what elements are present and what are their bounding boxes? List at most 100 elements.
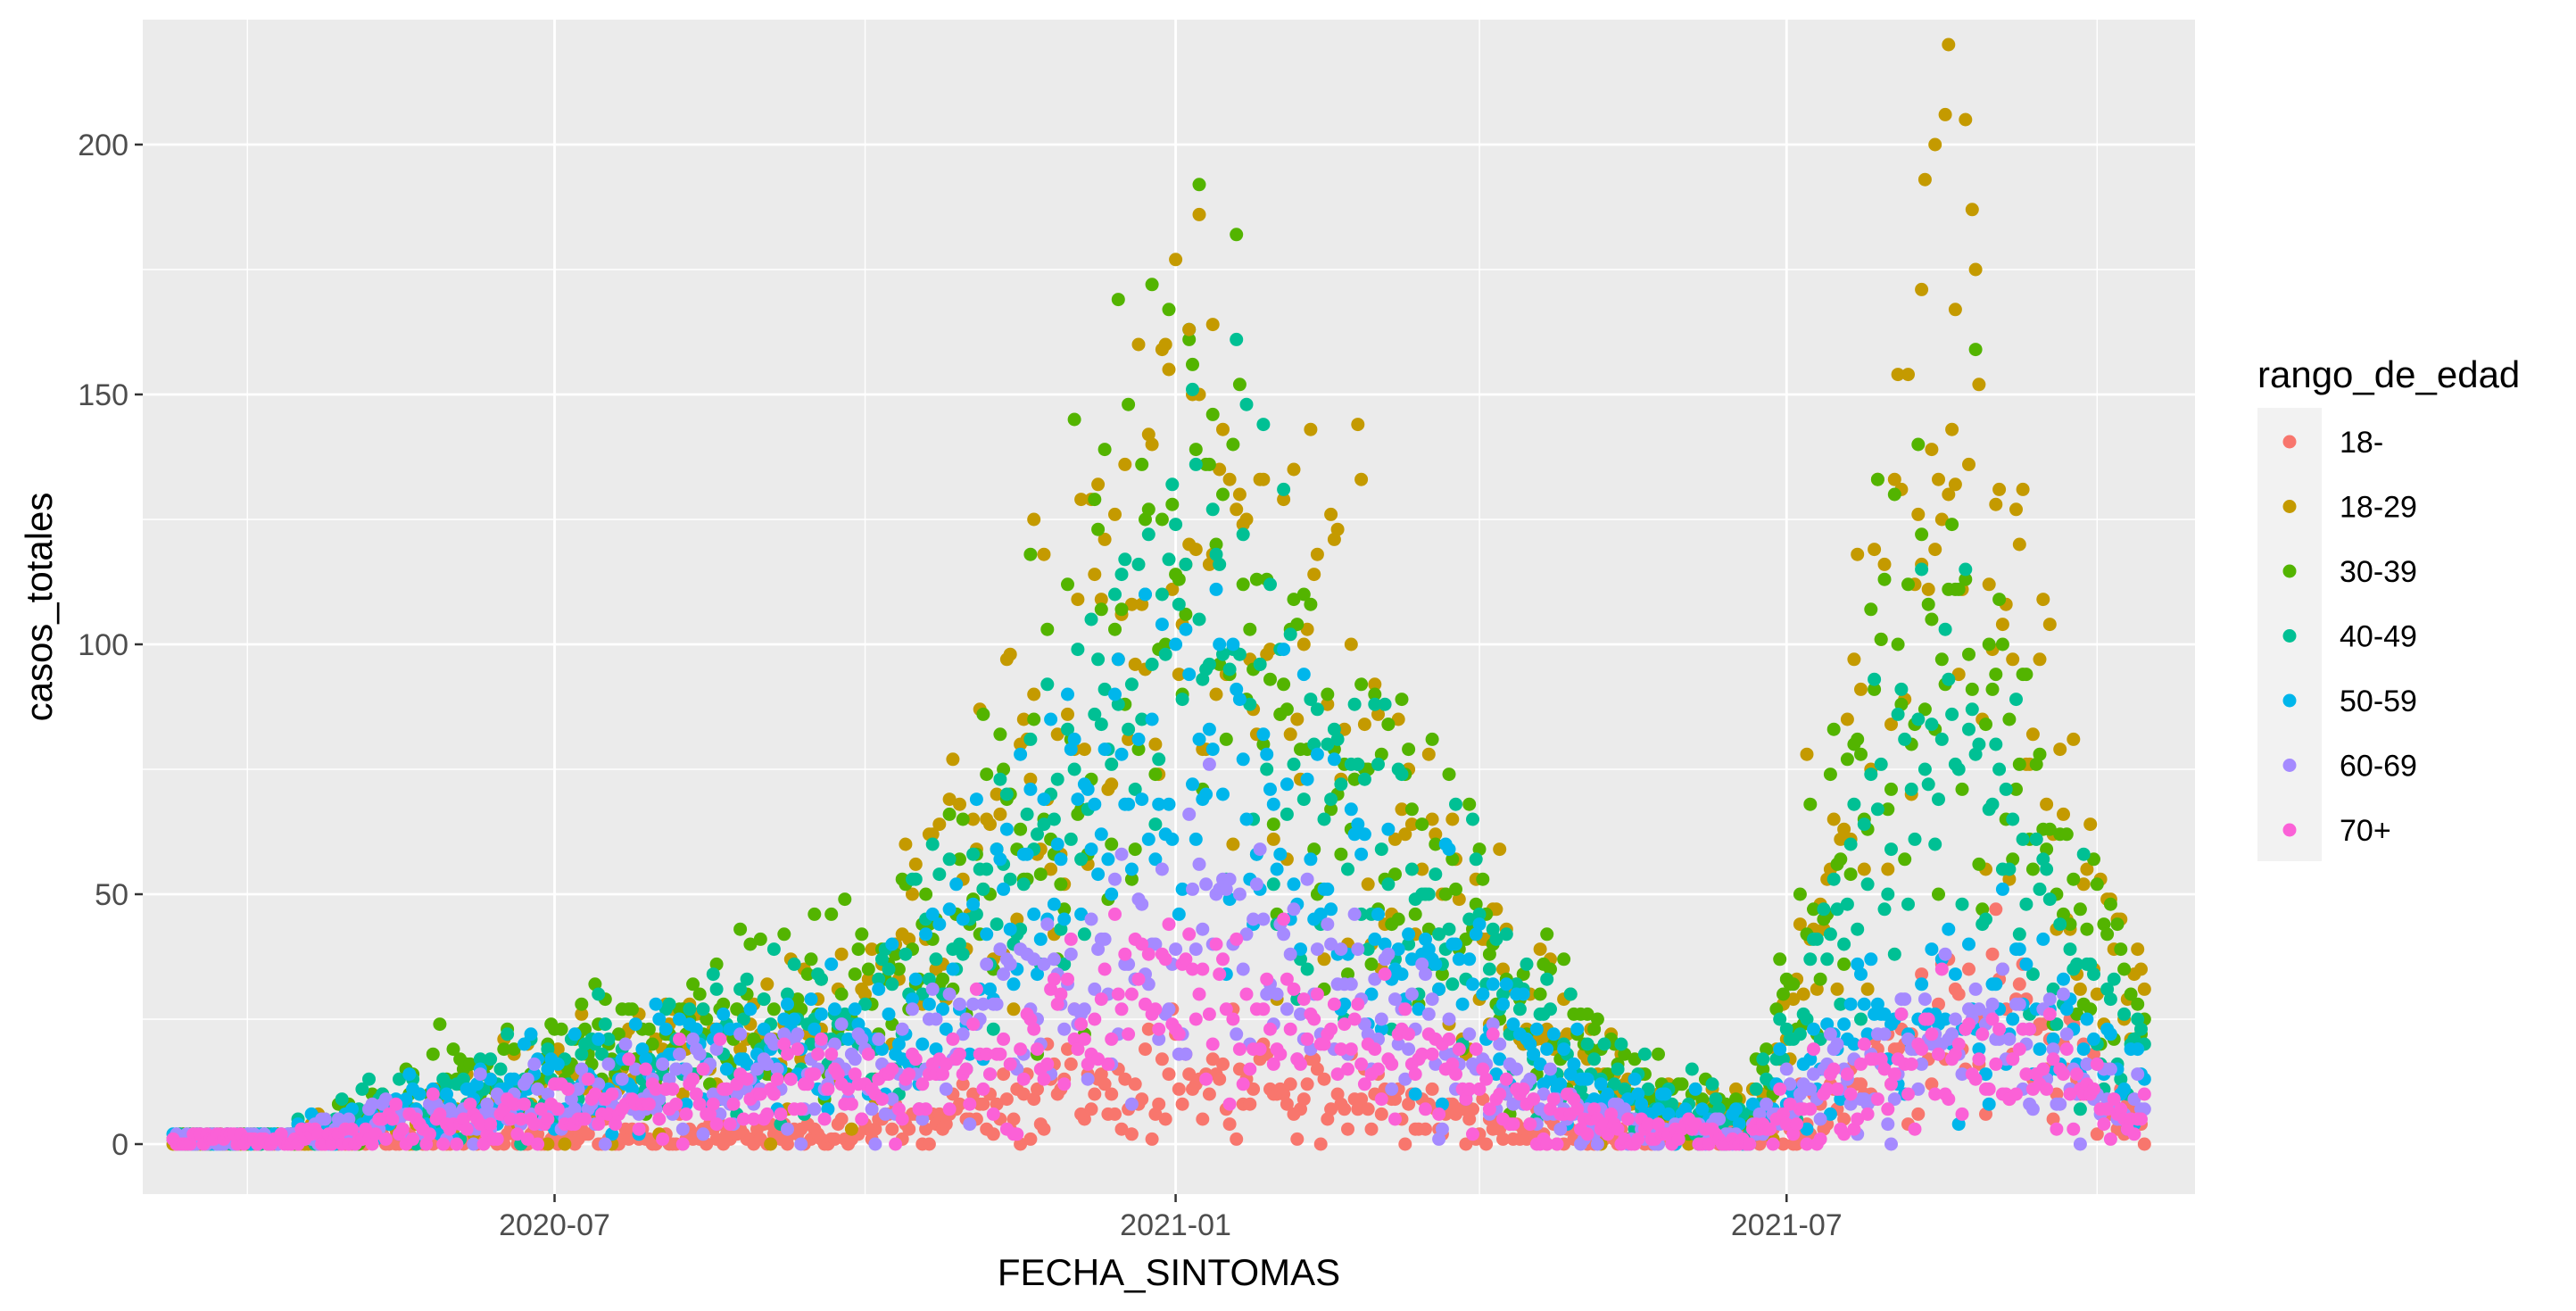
data-point: [1175, 882, 1189, 896]
data-point: [1404, 817, 1419, 832]
data-point: [362, 1072, 376, 1086]
data-point: [1158, 637, 1172, 651]
data-point: [1287, 462, 1301, 477]
data-point: [1395, 802, 1409, 817]
data-point: [1310, 987, 1324, 1001]
data-point: [983, 817, 997, 832]
data-point: [1921, 1012, 1935, 1026]
data-point: [993, 942, 1007, 957]
data-point: [882, 962, 896, 976]
data-point: [1915, 282, 1929, 296]
data-point: [743, 937, 758, 951]
data-point: [1124, 862, 1139, 876]
data-point: [1014, 922, 1028, 936]
data-point: [942, 852, 957, 867]
data-point: [1955, 1107, 1969, 1121]
data-point: [1351, 757, 1365, 771]
data-point: [642, 1097, 656, 1111]
data-point: [1837, 957, 1851, 971]
data-point: [1027, 907, 1041, 921]
data-point: [1094, 602, 1108, 617]
data-point: [1280, 702, 1294, 717]
data-point: [1641, 1117, 1655, 1132]
data-point: [716, 1007, 731, 1021]
data-point: [766, 1037, 781, 1051]
data-point: [1266, 797, 1280, 811]
data-point: [781, 987, 794, 1001]
legend-item: 60-69: [2282, 750, 2417, 784]
data-point: [2137, 982, 2151, 996]
data-point: [1834, 852, 1848, 867]
data-point: [1915, 527, 1929, 542]
y-tick-label: 200: [78, 129, 128, 162]
data-point: [1202, 757, 1216, 771]
data-point: [2036, 1017, 2050, 1032]
data-point: [1402, 1042, 1416, 1057]
data-point: [2073, 1137, 2087, 1151]
data-point: [1813, 972, 1827, 986]
data-point: [1985, 1012, 2000, 1026]
data-point: [1499, 927, 1513, 942]
data-point: [345, 1122, 359, 1136]
data-point: [766, 1087, 781, 1101]
data-point: [450, 1137, 464, 1151]
data-point: [2033, 652, 2047, 667]
data-point: [2025, 967, 2040, 982]
data-point: [2016, 482, 2030, 496]
data-point: [1213, 1072, 1227, 1086]
data-point: [1124, 597, 1139, 611]
data-point: [794, 1102, 808, 1116]
data-point: [709, 982, 724, 996]
data-point: [1857, 997, 1871, 1011]
data-point: [426, 1047, 440, 1061]
data-point: [1911, 1107, 1926, 1121]
data-point: [2002, 872, 2017, 886]
data-point: [669, 1097, 683, 1111]
data-point: [1901, 1087, 1915, 1101]
data-point: [692, 987, 707, 1001]
data-point: [1202, 1087, 1216, 1101]
data-point: [1452, 952, 1466, 967]
data-point: [1165, 497, 1180, 511]
x-tick-label: 2021-07: [1731, 1208, 1843, 1242]
data-point: [1266, 817, 1280, 832]
data-point: [1351, 817, 1365, 832]
data-point: [1705, 1077, 1719, 1091]
data-point: [1213, 557, 1227, 571]
data-point: [1300, 872, 1314, 886]
data-point: [821, 1082, 835, 1096]
data-point: [1611, 1062, 1625, 1076]
data-point: [1222, 1117, 1237, 1132]
data-point: [990, 787, 1004, 801]
data-point: [1989, 668, 2003, 682]
data-point: [1469, 1042, 1483, 1057]
data-point: [1985, 997, 2000, 1011]
data-point: [1826, 1062, 1841, 1076]
data-point: [1942, 487, 1956, 502]
data-point: [1374, 1107, 1388, 1121]
data-point: [2070, 1067, 2084, 1082]
data-point: [625, 1002, 639, 1016]
y-tick-label: 50: [95, 878, 128, 912]
data-point: [463, 1057, 477, 1071]
y-tick-label: 150: [78, 378, 128, 412]
data-point: [1196, 962, 1210, 976]
data-point: [834, 1112, 849, 1126]
data-point: [1148, 768, 1163, 782]
data-point: [906, 887, 919, 901]
data-point: [932, 867, 947, 882]
data-point: [1071, 643, 1085, 657]
data-point: [1972, 378, 1986, 392]
data-point: [1823, 927, 1837, 942]
data-point: [1209, 937, 1223, 951]
data-point: [1702, 1137, 1716, 1151]
data-point: [1945, 707, 1959, 721]
data-point: [1186, 382, 1199, 396]
data-point: [1938, 947, 1952, 961]
data-point: [949, 877, 964, 892]
data-point: [1088, 493, 1102, 507]
data-point: [1425, 992, 1439, 1007]
data-point: [1415, 817, 1429, 832]
data-point: [1277, 927, 1291, 942]
data-point: [1114, 568, 1129, 582]
